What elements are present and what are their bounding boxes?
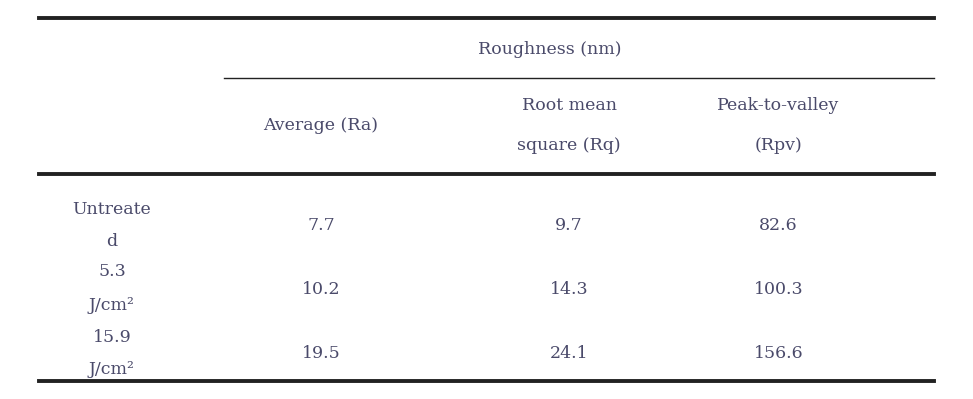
Text: square (Rq): square (Rq) [518,137,621,154]
Text: Average (Ra): Average (Ra) [264,117,378,134]
Text: 7.7: 7.7 [307,217,335,234]
Text: 9.7: 9.7 [556,217,583,234]
Text: 10.2: 10.2 [302,281,341,298]
Text: 15.9: 15.9 [92,329,131,346]
Text: 14.3: 14.3 [550,281,589,298]
Text: 156.6: 156.6 [753,345,804,361]
Text: 82.6: 82.6 [759,217,798,234]
Text: Roughness (nm): Roughness (nm) [478,41,622,58]
Text: Untreate: Untreate [73,201,151,218]
Text: J/cm²: J/cm² [89,361,135,377]
Text: 19.5: 19.5 [302,345,341,361]
Text: (Rpv): (Rpv) [754,137,803,154]
Text: d: d [106,233,118,250]
Text: 24.1: 24.1 [550,345,589,361]
Text: Peak-to-valley: Peak-to-valley [717,97,840,114]
Text: 100.3: 100.3 [753,281,804,298]
Text: 5.3: 5.3 [98,263,126,280]
Text: J/cm²: J/cm² [89,297,135,314]
Text: Root mean: Root mean [522,97,617,114]
